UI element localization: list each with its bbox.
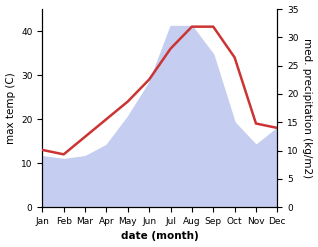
X-axis label: date (month): date (month)	[121, 231, 199, 242]
Y-axis label: med. precipitation (kg/m2): med. precipitation (kg/m2)	[302, 38, 313, 178]
Y-axis label: max temp (C): max temp (C)	[5, 72, 16, 144]
